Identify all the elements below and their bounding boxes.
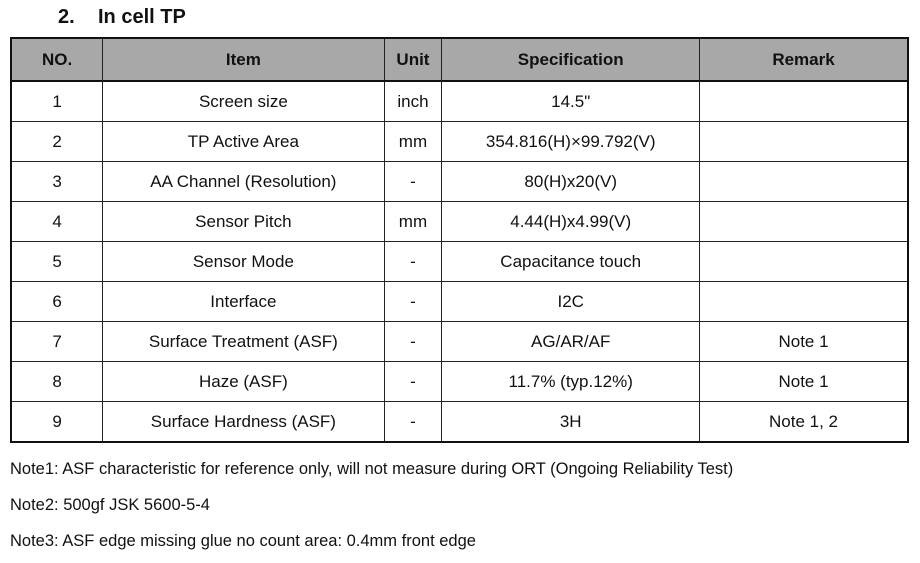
cell-no: 1 [10, 80, 104, 122]
header-item: Item [102, 37, 385, 82]
cell-item: Screen size [102, 80, 385, 122]
cell-remark [699, 281, 909, 322]
cell-remark: Note 1 [699, 361, 909, 402]
cell-remark [699, 161, 909, 202]
cell-no: 9 [10, 401, 104, 443]
cell-no: 2 [10, 121, 104, 162]
cell-specification: Capacitance touch [441, 241, 701, 282]
table-row: 1 Screen size inch 14.5" [10, 80, 909, 122]
cell-item: Haze (ASF) [102, 361, 385, 402]
section-number: 2. [58, 6, 75, 28]
header-specification: Specification [441, 37, 701, 82]
section-title: 2. In cell TP [58, 6, 186, 29]
cell-specification: 354.816(H)×99.792(V) [441, 121, 701, 162]
table-row: 4 Sensor Pitch mm 4.44(H)x4.99(V) [10, 201, 909, 242]
cell-no: 6 [10, 281, 104, 322]
cell-unit: - [383, 281, 443, 322]
cell-remark: Note 1, 2 [699, 401, 909, 443]
table-row: 5 Sensor Mode - Capacitance touch [10, 241, 909, 282]
cell-specification: 14.5" [441, 80, 701, 122]
cell-item: AA Channel (Resolution) [102, 161, 385, 202]
cell-specification: AG/AR/AF [441, 321, 701, 362]
cell-remark [699, 121, 909, 162]
header-no: NO. [10, 37, 104, 82]
section-title-text: In cell TP [98, 6, 186, 28]
table-row: 3 AA Channel (Resolution) -80(H)x20(V) [10, 161, 909, 202]
cell-specification: 80(H)x20(V) [441, 161, 701, 202]
cell-item: TP Active Area [102, 121, 385, 162]
header-unit: Unit [383, 37, 443, 82]
table-row: 2 TP Active Area mm 354.816(H)×99.792(V) [10, 121, 909, 162]
cell-remark [699, 201, 909, 242]
cell-specification: 4.44(H)x4.99(V) [441, 201, 701, 242]
note-2: Note2: 500gf JSK 5600-5-4 [10, 496, 210, 514]
cell-remark: Note 1 [699, 321, 909, 362]
cell-unit: mm [383, 121, 443, 162]
cell-item: Interface [102, 281, 385, 322]
cell-item: Sensor Mode [102, 241, 385, 282]
cell-unit: mm [383, 201, 443, 242]
header-remark: Remark [699, 37, 909, 82]
cell-unit: - [383, 361, 443, 402]
cell-remark [699, 241, 909, 282]
cell-specification: 11.7% (typ.12%) [441, 361, 701, 402]
note-1: Note1: ASF characteristic for reference … [10, 460, 734, 478]
table-row: 8 Haze (ASF) -11.7% (typ.12%) Note 1 [10, 361, 909, 402]
cell-unit: - [383, 401, 443, 443]
cell-specification: 3H [441, 401, 701, 443]
cell-unit: inch [383, 80, 443, 122]
cell-specification: I2C [441, 281, 701, 322]
cell-item: Surface Hardness (ASF) [102, 401, 385, 443]
spec-table: NO. Item Unit Specification Remark 1 Scre… [10, 37, 909, 443]
cell-unit: - [383, 161, 443, 202]
cell-unit: - [383, 241, 443, 282]
cell-item: Surface Treatment (ASF) [102, 321, 385, 362]
cell-no: 4 [10, 201, 104, 242]
cell-remark [699, 80, 909, 122]
table-row: 9 Surface Hardness (ASF) -3H Note 1, 2 [10, 401, 909, 443]
note-3: Note3: ASF edge missing glue no count ar… [10, 532, 476, 550]
cell-item: Sensor Pitch [102, 201, 385, 242]
cell-no: 8 [10, 361, 104, 402]
table-row: 6 Interface - I2C [10, 281, 909, 322]
cell-no: 5 [10, 241, 104, 282]
table-header-row: NO. Item Unit Specification Remark [10, 37, 909, 82]
cell-no: 3 [10, 161, 104, 202]
cell-no: 7 [10, 321, 104, 362]
cell-unit: - [383, 321, 443, 362]
table-row: 7 Surface Treatment (ASF) - AG/AR/AF Note 1 [10, 321, 909, 362]
